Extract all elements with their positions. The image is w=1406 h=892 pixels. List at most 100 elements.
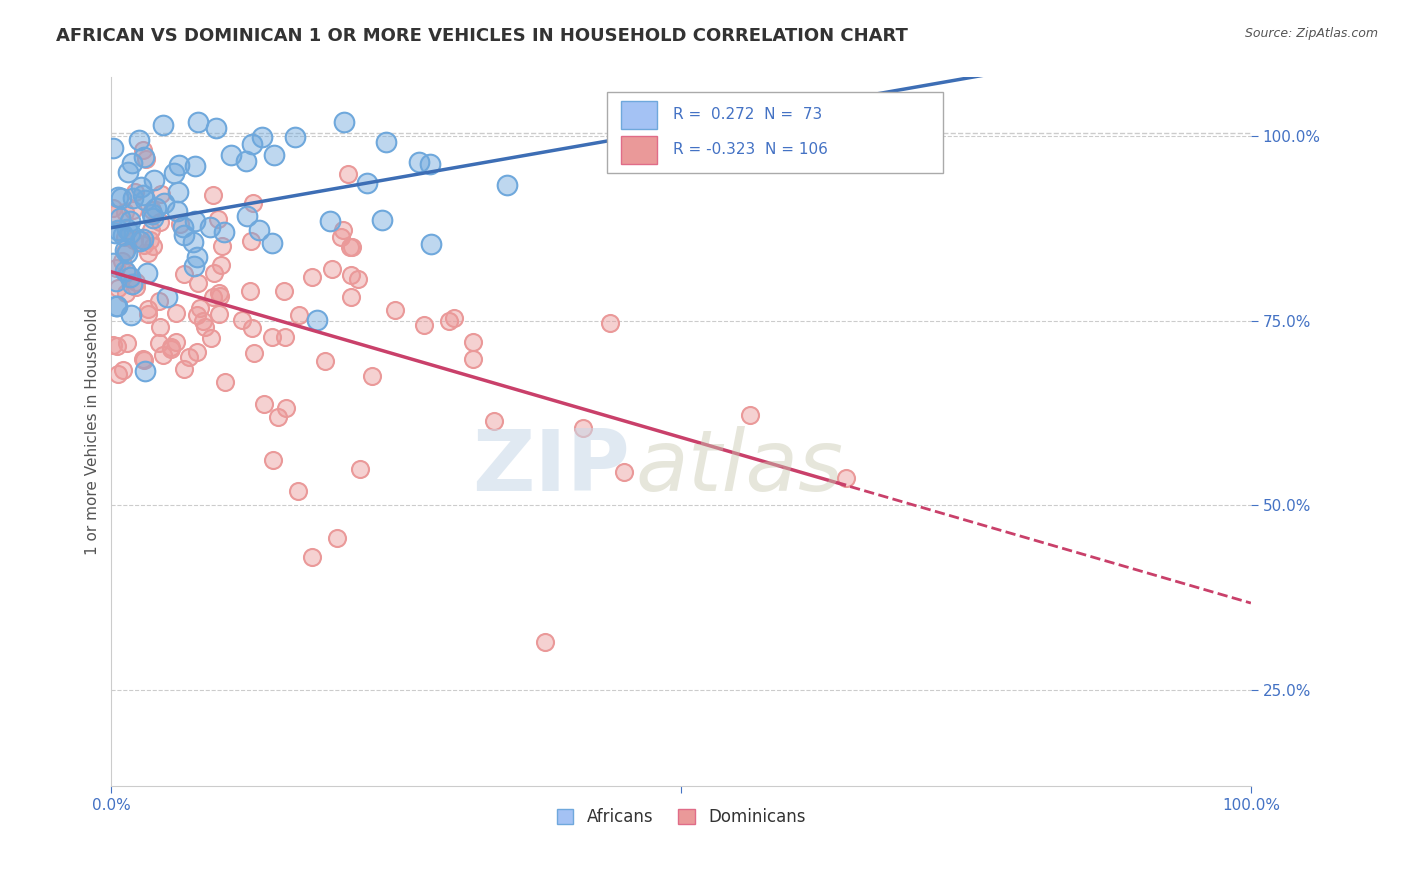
Point xyxy=(200,331,222,345)
Point xyxy=(262,453,284,467)
Point xyxy=(121,155,143,169)
Point xyxy=(148,336,170,351)
Point xyxy=(136,308,159,322)
Point xyxy=(128,133,150,147)
Point xyxy=(361,369,384,384)
Point xyxy=(413,318,436,332)
Point xyxy=(208,307,231,321)
Point xyxy=(408,155,430,169)
Point xyxy=(121,203,143,218)
Point xyxy=(461,352,484,367)
Point xyxy=(247,223,270,237)
Point xyxy=(235,153,257,168)
Point xyxy=(105,339,128,353)
Point xyxy=(200,219,222,234)
Point xyxy=(101,256,124,270)
Point xyxy=(165,306,187,320)
Point xyxy=(188,301,211,315)
Point xyxy=(239,284,262,298)
Point xyxy=(253,397,276,411)
Point xyxy=(273,284,295,298)
Point xyxy=(156,290,179,304)
Point xyxy=(333,114,356,128)
Point xyxy=(439,314,461,328)
Point xyxy=(152,348,174,362)
Point xyxy=(202,266,225,280)
Point xyxy=(111,254,134,268)
Point xyxy=(314,353,336,368)
Point xyxy=(141,202,163,217)
Point xyxy=(419,157,441,171)
Point xyxy=(336,167,359,181)
Point xyxy=(122,233,145,247)
Point xyxy=(129,234,152,248)
Point xyxy=(262,235,284,250)
Point xyxy=(288,309,311,323)
Point xyxy=(110,191,132,205)
Point xyxy=(169,217,191,231)
Point xyxy=(305,312,328,326)
Point xyxy=(163,166,186,180)
Point xyxy=(613,465,636,479)
FancyBboxPatch shape xyxy=(607,92,943,173)
Point xyxy=(152,118,174,132)
Point xyxy=(191,314,214,328)
Point xyxy=(166,204,188,219)
Point xyxy=(599,316,621,330)
Point xyxy=(117,165,139,179)
Point xyxy=(329,230,352,244)
Point xyxy=(267,410,290,425)
Point xyxy=(495,178,517,192)
Point xyxy=(114,205,136,219)
Point xyxy=(205,120,228,135)
Point xyxy=(132,353,155,368)
Point xyxy=(143,172,166,186)
Point xyxy=(236,209,259,223)
Point xyxy=(209,289,232,303)
Point xyxy=(349,462,371,476)
Point xyxy=(209,258,232,272)
Point xyxy=(114,230,136,244)
Point xyxy=(356,177,378,191)
Point xyxy=(118,226,141,240)
Point xyxy=(114,264,136,278)
Point xyxy=(340,239,363,253)
Point xyxy=(160,342,183,356)
Point xyxy=(186,250,208,264)
Point xyxy=(242,196,264,211)
Point xyxy=(181,235,204,250)
Point xyxy=(114,245,136,260)
Point xyxy=(124,185,146,199)
Point xyxy=(326,531,349,545)
Point xyxy=(120,308,142,322)
Point xyxy=(112,227,135,242)
Text: R = -0.323  N = 106: R = -0.323 N = 106 xyxy=(673,142,828,157)
Point xyxy=(484,414,506,428)
Point xyxy=(149,187,172,202)
Point xyxy=(148,293,170,308)
Point xyxy=(287,484,309,499)
Point xyxy=(240,235,263,249)
Point xyxy=(136,301,159,316)
Point xyxy=(118,213,141,227)
Point xyxy=(132,231,155,245)
Point xyxy=(243,346,266,360)
Point xyxy=(104,261,127,276)
Text: atlas: atlas xyxy=(636,425,844,508)
Point xyxy=(301,270,323,285)
Point xyxy=(231,313,253,327)
Point xyxy=(319,214,342,228)
Point xyxy=(136,246,159,260)
Text: Source: ZipAtlas.com: Source: ZipAtlas.com xyxy=(1244,27,1378,40)
Point xyxy=(153,195,176,210)
Text: ZIP: ZIP xyxy=(472,425,630,508)
Y-axis label: 1 or more Vehicles in Household: 1 or more Vehicles in Household xyxy=(86,308,100,555)
Point xyxy=(533,635,555,649)
Text: R =  0.272  N =  73: R = 0.272 N = 73 xyxy=(673,107,823,122)
Point xyxy=(572,421,595,435)
Point xyxy=(105,299,128,313)
Point xyxy=(194,320,217,334)
Point xyxy=(301,550,323,565)
Point xyxy=(187,276,209,290)
Point xyxy=(207,212,229,227)
